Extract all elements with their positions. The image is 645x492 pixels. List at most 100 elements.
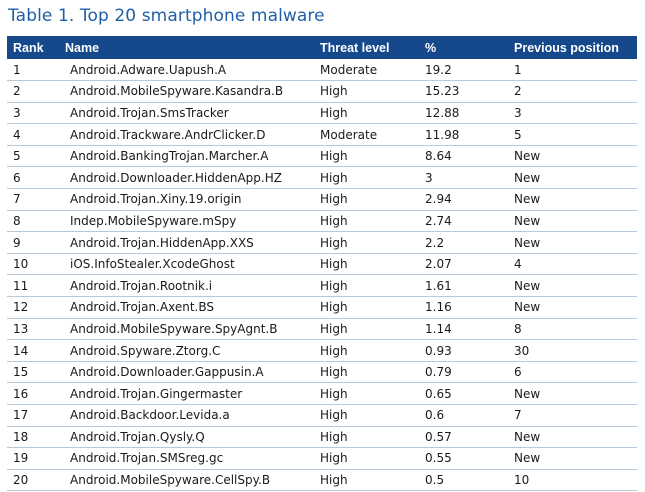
cell-percent: 0.65	[425, 386, 452, 401]
cell-threat-level: High	[320, 170, 348, 185]
cell-threat-level: High	[320, 473, 348, 488]
cell-previous-position: New	[514, 192, 541, 207]
header-name: Name	[65, 40, 100, 55]
cell-percent: 0.55	[425, 451, 452, 466]
cell-malware-name: Android.Spyware.Ztorg.C	[70, 343, 221, 358]
cell-rank: 4	[13, 127, 21, 142]
cell-previous-position: New	[514, 170, 541, 185]
cell-percent: 8.64	[425, 149, 452, 164]
cell-percent: 0.6	[425, 408, 445, 423]
table-row: 13 Android.MobileSpyware.SpyAgnt.B High 1.1…	[7, 318, 637, 340]
table-row: 3 Android.Trojan.SmsTracker High 12.88 3	[7, 102, 637, 124]
table-row: 11 Android.Trojan.Rootnik.i High 1.61 New	[7, 275, 637, 297]
cell-previous-position: 5	[514, 127, 522, 142]
cell-percent: 1.61	[425, 278, 452, 293]
cell-percent: 0.57	[425, 429, 452, 444]
malware-table: Rank Name Threat level % Previous positi…	[7, 36, 637, 491]
cell-malware-name: Android.Trojan.Qysly.Q	[70, 429, 205, 444]
cell-percent: 2.94	[425, 192, 452, 207]
cell-threat-level: High	[320, 321, 348, 336]
cell-percent: 3	[425, 170, 433, 185]
cell-rank: 5	[13, 149, 21, 164]
cell-threat-level: High	[320, 343, 348, 358]
cell-previous-position: 1	[514, 62, 522, 77]
cell-threat-level: Moderate	[320, 62, 378, 77]
cell-previous-position: New	[514, 278, 541, 293]
cell-malware-name: Android.Trojan.SmsTracker	[70, 105, 229, 120]
cell-malware-name: Android.MobileSpyware.SpyAgnt.B	[70, 321, 278, 336]
cell-rank: 2	[13, 84, 21, 99]
cell-rank: 13	[13, 321, 29, 336]
cell-threat-level: High	[320, 235, 348, 250]
cell-previous-position: 3	[514, 105, 522, 120]
cell-rank: 12	[13, 300, 29, 315]
cell-percent: 2.07	[425, 257, 452, 272]
cell-malware-name: Android.Trojan.Axent.BS	[70, 300, 214, 315]
cell-previous-position: 7	[514, 408, 522, 423]
cell-percent: 1.14	[425, 321, 452, 336]
cell-malware-name: Android.Trojan.HiddenApp.XXS	[70, 235, 254, 250]
cell-threat-level: Moderate	[320, 127, 378, 142]
cell-percent: 19.2	[425, 62, 452, 77]
cell-threat-level: High	[320, 300, 348, 315]
header-percent: %	[425, 40, 437, 55]
cell-rank: 10	[13, 257, 29, 272]
header-row: Rank Name Threat level % Previous positi…	[7, 36, 637, 59]
cell-previous-position: New	[514, 451, 541, 466]
cell-percent: 0.79	[425, 365, 452, 380]
cell-previous-position: New	[514, 386, 541, 401]
table-row: 1 Android.Adware.Uapush.A Moderate 19.2 1	[7, 59, 637, 81]
cell-previous-position: 10	[514, 473, 530, 488]
table-row: 14 Android.Spyware.Ztorg.C High 0.93 30	[7, 340, 637, 362]
cell-malware-name: Android.Trojan.Xiny.19.origin	[70, 192, 242, 207]
cell-threat-level: High	[320, 105, 348, 120]
cell-malware-name: Android.Adware.Uapush.A	[70, 62, 227, 77]
cell-percent: 2.2	[425, 235, 445, 250]
cell-previous-position: New	[514, 300, 541, 315]
cell-percent: 12.88	[425, 105, 460, 120]
cell-rank: 1	[13, 62, 21, 77]
cell-threat-level: High	[320, 278, 348, 293]
table-row: 7 Android.Trojan.Xiny.19.origin High 2.94 Ne…	[7, 189, 637, 211]
table-row: 17 Android.Backdoor.Levida.a High 0.6 7	[7, 405, 637, 427]
cell-rank: 17	[13, 408, 29, 423]
cell-malware-name: Android.Downloader.HiddenApp.HZ	[70, 170, 282, 185]
cell-threat-level: High	[320, 408, 348, 423]
cell-threat-level: High	[320, 386, 348, 401]
table-row: 8 Indep.MobileSpyware.mSpy High 2.74 New	[7, 210, 637, 232]
cell-malware-name: Android.Downloader.Gappusin.A	[70, 365, 264, 380]
cell-previous-position: 8	[514, 321, 522, 336]
cell-previous-position: 6	[514, 365, 522, 380]
cell-threat-level: High	[320, 365, 348, 380]
cell-malware-name: Android.Trackware.AndrClicker.D	[70, 127, 266, 142]
cell-malware-name: Android.BankingTrojan.Marcher.A	[70, 149, 269, 164]
header-threat-level: Threat level	[320, 40, 390, 55]
cell-rank: 16	[13, 386, 29, 401]
table-title: Table 1. Top 20 smartphone malware	[8, 6, 325, 26]
cell-threat-level: High	[320, 451, 348, 466]
header-rank: Rank	[13, 40, 44, 55]
table-header: Rank Name Threat level % Previous positi…	[7, 36, 637, 59]
cell-rank: 18	[13, 429, 29, 444]
cell-rank: 7	[13, 192, 21, 207]
cell-threat-level: High	[320, 149, 348, 164]
cell-previous-position: 30	[514, 343, 530, 358]
cell-threat-level: High	[320, 429, 348, 444]
cell-percent: 15.23	[425, 84, 460, 99]
cell-percent: 1.16	[425, 300, 452, 315]
table-row: 20 Android.MobileSpyware.CellSpy.B High 0.5…	[7, 469, 637, 491]
table-row: 18 Android.Trojan.Qysly.Q High 0.57 New	[7, 426, 637, 448]
cell-percent: 11.98	[425, 127, 460, 142]
table-row: 6 Android.Downloader.HiddenApp.HZ High 3 New	[7, 167, 637, 189]
cell-percent: 2.74	[425, 213, 452, 228]
table-body: 1 Android.Adware.Uapush.A Moderate 19.2 1 2 An…	[7, 59, 637, 491]
table-row: 2 Android.MobileSpyware.Kasandra.B High 15.…	[7, 81, 637, 103]
cell-previous-position: New	[514, 429, 541, 444]
cell-rank: 20	[13, 473, 29, 488]
cell-malware-name: Android.Backdoor.Levida.a	[70, 408, 230, 423]
cell-malware-name: Android.Trojan.Gingermaster	[70, 386, 243, 401]
cell-malware-name: iOS.InfoStealer.XcodeGhost	[70, 257, 235, 272]
table-row: 4 Android.Trackware.AndrClicker.D Moderate…	[7, 124, 637, 146]
table-row: 5 Android.BankingTrojan.Marcher.A High 8.64…	[7, 145, 637, 167]
